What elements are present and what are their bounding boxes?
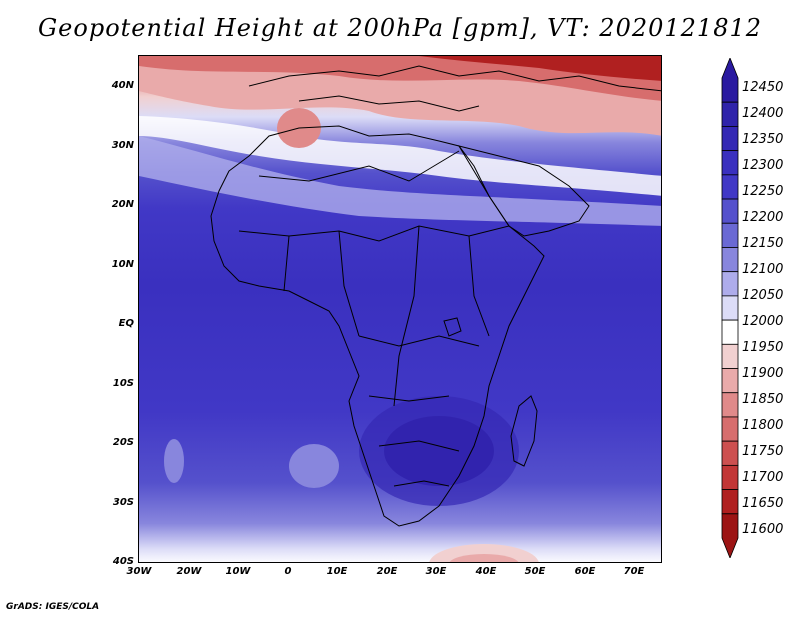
x-tick-label: 20E — [376, 566, 398, 577]
colorbar-label: 12150 — [742, 236, 784, 251]
colorbar-label: 12350 — [742, 132, 784, 147]
y-tick-label: 10N — [111, 259, 134, 270]
y-tick-label: 40N — [111, 80, 134, 91]
y-tick-label: 20N — [111, 199, 134, 210]
colorbar-cell — [721, 464, 739, 490]
colorbar-cell — [721, 101, 739, 127]
colorbar-cell — [721, 174, 739, 200]
x-tick-label: 10E — [326, 566, 348, 577]
y-tick-label: 10S — [112, 378, 134, 389]
colorbar-label: 11600 — [742, 522, 784, 537]
colorbar-cell — [721, 513, 739, 558]
y-tick-label: EQ — [118, 318, 134, 329]
colorbar-cell — [721, 440, 739, 466]
colorbar-cell — [721, 58, 739, 103]
colorbar-cell — [721, 222, 739, 248]
colorbar-label: 12100 — [742, 262, 784, 277]
colorbar-cell — [721, 271, 739, 297]
colorbar-label: 12250 — [742, 184, 784, 199]
colorbar-cell — [721, 368, 739, 394]
map-plot-area — [138, 55, 662, 563]
x-tick-label: 30W — [126, 566, 152, 577]
x-tick-label: 50E — [524, 566, 546, 577]
coastline-outlines — [210, 65, 661, 527]
colorbar-cell — [721, 392, 739, 418]
y-tick-label: 30N — [111, 140, 134, 151]
colorbar-cell — [721, 319, 739, 345]
colorbar-label: 12400 — [742, 106, 784, 121]
y-tick-label: 40S — [112, 556, 134, 567]
colorbar-label: 11800 — [742, 418, 784, 433]
colorbar-label: 12200 — [742, 210, 784, 225]
x-tick-label: 70E — [623, 566, 645, 577]
colorbar-label: 11900 — [742, 366, 784, 381]
colorbar-cell — [721, 489, 739, 515]
map-title: Geopotential Height at 200hPa [gpm], VT:… — [38, 14, 762, 42]
x-tick-label: 30E — [425, 566, 447, 577]
colorbar-cell — [721, 198, 739, 224]
x-tick-label: 60E — [574, 566, 596, 577]
colorbar-cells — [721, 58, 739, 558]
colorbar-cell — [721, 247, 739, 273]
x-tick-label: 10W — [225, 566, 251, 577]
y-tick-label: 20S — [112, 437, 134, 448]
colorbar-cell — [721, 126, 739, 152]
x-tick-label: 0 — [284, 566, 292, 577]
colorbar-label: 12450 — [742, 80, 784, 95]
colorbar-label: 11950 — [742, 340, 784, 355]
colorbar — [721, 58, 739, 558]
colorbar-cell — [721, 343, 739, 369]
colorbar-label: 11700 — [742, 470, 784, 485]
colorbar-label: 12300 — [742, 158, 784, 173]
colorbar-label: 11750 — [742, 444, 784, 459]
x-tick-label: 20W — [176, 566, 202, 577]
colorbar-label: 12000 — [742, 314, 784, 329]
colorbar-label: 11850 — [742, 392, 784, 407]
grads-credit: GrADS: IGES/COLA — [6, 602, 100, 612]
x-tick-label: 40E — [475, 566, 497, 577]
geopotential-height-field — [139, 56, 661, 562]
y-tick-label: 30S — [112, 497, 134, 508]
colorbar-cell — [721, 416, 739, 442]
colorbar-label: 11650 — [742, 496, 784, 511]
colorbar-cell — [721, 150, 739, 176]
colorbar-label: 12050 — [742, 288, 784, 303]
colorbar-cell — [721, 295, 739, 321]
